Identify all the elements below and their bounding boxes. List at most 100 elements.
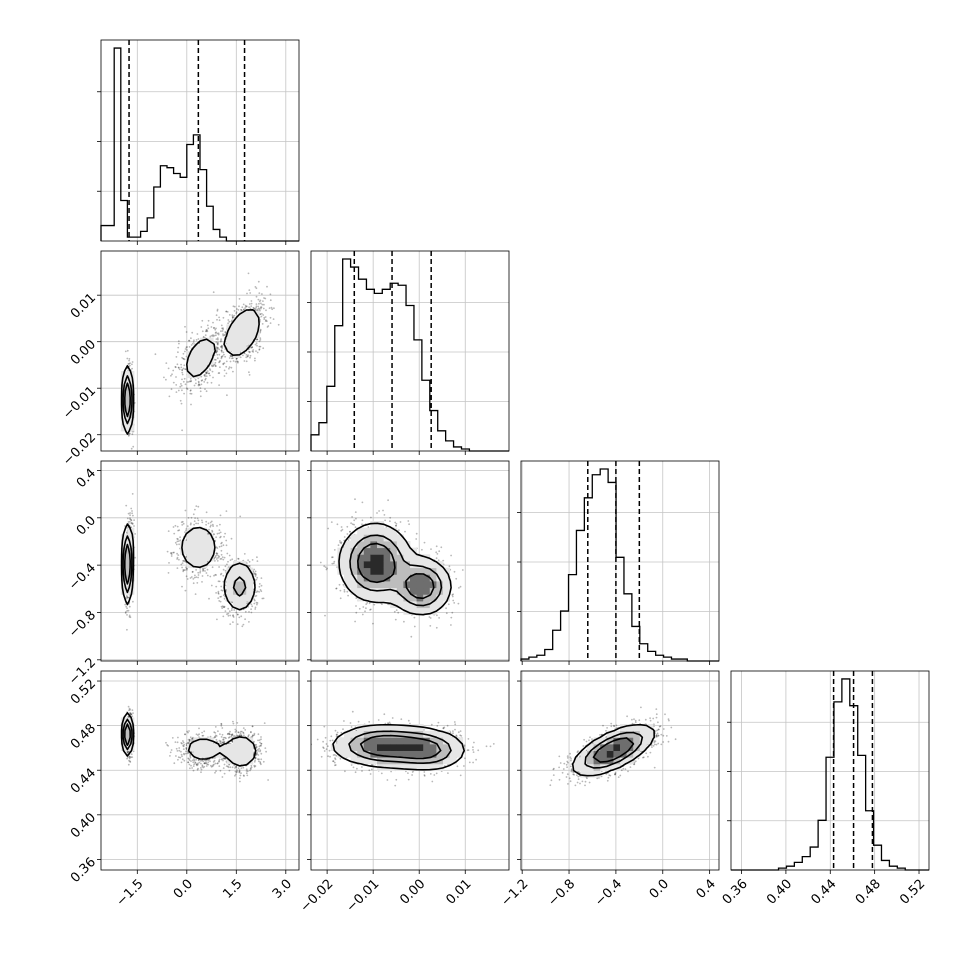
scatter-point bbox=[237, 361, 239, 364]
scatter-point bbox=[210, 326, 213, 328]
scatter-point bbox=[210, 381, 213, 384]
scatter-point bbox=[180, 363, 183, 366]
density-cell bbox=[239, 567, 247, 575]
scatter-point bbox=[199, 567, 202, 570]
scatter-point bbox=[215, 334, 217, 337]
scatter-point bbox=[220, 346, 223, 348]
panel-frame bbox=[310, 250, 510, 452]
scatter-point bbox=[188, 339, 191, 342]
scatter-point bbox=[186, 346, 189, 348]
scatter-point bbox=[193, 523, 196, 526]
scatter-point bbox=[248, 350, 251, 353]
density-cell bbox=[186, 554, 194, 562]
scatter-point bbox=[230, 366, 233, 369]
scatter-point bbox=[215, 574, 218, 576]
scatter-point bbox=[126, 607, 128, 610]
density-cell bbox=[233, 581, 240, 589]
scatter-point bbox=[216, 309, 219, 312]
scatter-point bbox=[216, 343, 219, 346]
scatter-point bbox=[217, 341, 219, 344]
scatter-point bbox=[256, 590, 259, 593]
density-cell bbox=[233, 601, 240, 609]
scatter-point bbox=[223, 362, 226, 364]
scatter-point bbox=[398, 529, 400, 532]
scatter-point bbox=[235, 611, 238, 614]
scatter-point bbox=[217, 333, 220, 336]
scatter-point bbox=[201, 519, 203, 522]
scatter-point bbox=[131, 523, 134, 525]
scatter-point bbox=[331, 562, 334, 565]
scatter-point bbox=[190, 337, 192, 340]
scatter-point bbox=[339, 541, 342, 544]
scatter-point bbox=[187, 517, 190, 519]
scatter-point bbox=[351, 516, 353, 518]
scatter-point bbox=[213, 326, 215, 329]
scatter-point bbox=[222, 328, 225, 331]
scatter-point bbox=[167, 367, 170, 370]
scatter-point bbox=[174, 366, 177, 368]
density-cell bbox=[239, 344, 247, 352]
scatter-point bbox=[129, 514, 132, 517]
scatter-point bbox=[133, 525, 135, 527]
scatter-point bbox=[205, 572, 208, 574]
scatter-point bbox=[251, 350, 254, 353]
scatter-point bbox=[178, 368, 181, 371]
scatter-point bbox=[213, 556, 216, 559]
scatter-point bbox=[183, 392, 186, 395]
density-cell bbox=[127, 581, 135, 589]
scatter-point bbox=[216, 308, 219, 311]
scatter-point bbox=[184, 569, 187, 571]
scatter-point bbox=[258, 585, 261, 588]
scatter-point bbox=[248, 374, 251, 376]
scatter-point bbox=[261, 597, 264, 600]
scatter-point bbox=[215, 359, 217, 361]
scatter-point bbox=[233, 314, 236, 317]
scatter-point bbox=[218, 545, 221, 548]
scatter-point bbox=[221, 346, 224, 349]
scatter-point bbox=[228, 554, 231, 557]
scatter-point bbox=[265, 309, 267, 312]
scatter-point bbox=[215, 347, 218, 350]
density-cell bbox=[200, 337, 207, 345]
scatter-point bbox=[224, 569, 227, 572]
scatter-point bbox=[127, 521, 130, 523]
scatter-point bbox=[259, 306, 262, 309]
scatter-point bbox=[438, 617, 440, 619]
scatter-point bbox=[215, 350, 218, 353]
scatter-point bbox=[195, 339, 198, 341]
scatter-point bbox=[206, 381, 209, 384]
scatter-point bbox=[167, 572, 170, 574]
scatter-point bbox=[195, 522, 198, 525]
scatter-point bbox=[250, 302, 253, 305]
scatter-point bbox=[254, 573, 256, 576]
scatter-point bbox=[191, 570, 194, 573]
scatter-point bbox=[229, 360, 232, 363]
scatter-point bbox=[395, 524, 397, 527]
scatter-point bbox=[256, 602, 259, 604]
scatter-point bbox=[228, 320, 231, 323]
scatter-point bbox=[189, 389, 192, 392]
scatter-point bbox=[180, 563, 183, 566]
scatter-point bbox=[244, 618, 247, 621]
scatter-point bbox=[231, 319, 234, 322]
scatter-point bbox=[250, 300, 253, 302]
scatter-point bbox=[211, 529, 214, 532]
scatter-point bbox=[182, 380, 185, 383]
scatter-point bbox=[232, 615, 234, 617]
scatter-point bbox=[220, 339, 222, 342]
scatter-point bbox=[185, 331, 188, 333]
scatter-point bbox=[204, 377, 207, 380]
scatter-point bbox=[183, 569, 185, 572]
scatter-point bbox=[218, 600, 221, 602]
scatter-point bbox=[187, 381, 190, 383]
scatter-point bbox=[176, 363, 179, 366]
scatter-point bbox=[124, 612, 127, 614]
scatter-point bbox=[453, 570, 456, 573]
scatter-point bbox=[129, 364, 131, 367]
scatter-point bbox=[218, 316, 221, 319]
scatter-point bbox=[256, 560, 259, 562]
scatter-point bbox=[181, 524, 184, 526]
scatter-point bbox=[246, 305, 248, 308]
scatter-point bbox=[211, 370, 214, 373]
scatter-point bbox=[182, 367, 185, 370]
